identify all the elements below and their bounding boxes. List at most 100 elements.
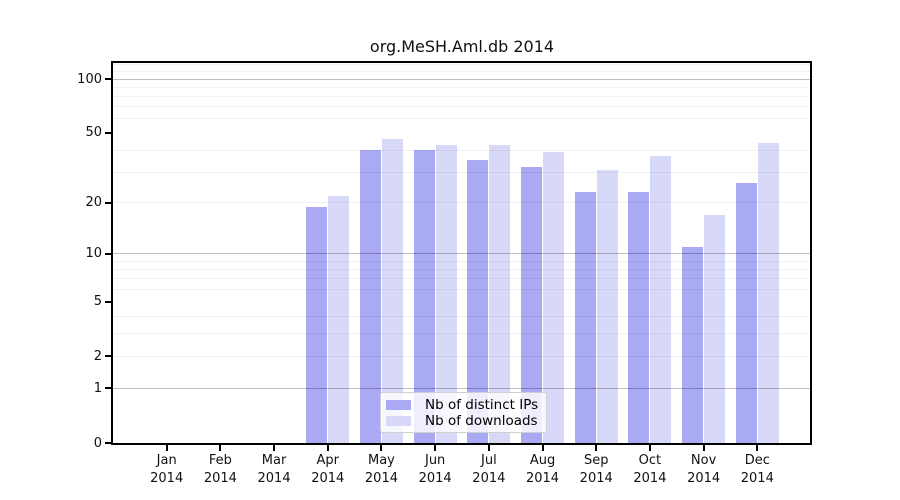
- legend-swatch-downloads: [386, 416, 411, 426]
- gridline-60: [113, 118, 811, 120]
- y-tick-label-50: 50: [85, 125, 102, 141]
- y-tick-label-2: 2: [93, 348, 102, 364]
- bar-downloads-jul: [489, 144, 511, 443]
- x-tick-apr: [326, 445, 329, 451]
- x-tick-year: 2014: [418, 471, 452, 486]
- y-tick-label-100: 100: [77, 71, 102, 87]
- gridline-4: [113, 315, 811, 317]
- bar-downloads-dec: [757, 142, 779, 443]
- x-tick-month: Jul: [481, 453, 497, 468]
- legend-item-distinct-ips: Nb of distinct IPs: [386, 397, 538, 413]
- x-tick-month: Dec: [744, 453, 770, 468]
- x-tick-label-jan: Jan 2014: [137, 452, 197, 488]
- y-tick-50: [105, 131, 113, 134]
- x-tick-year: 2014: [364, 471, 398, 486]
- gridline-120: [113, 64, 811, 66]
- y-tick-1: [105, 387, 113, 390]
- x-tick-year: 2014: [525, 471, 560, 486]
- x-tick-sep: [595, 445, 598, 451]
- y-tick-20: [105, 201, 113, 204]
- x-tick-label-nov: Nov 2014: [674, 452, 734, 488]
- bar-distinct-ips-apr: [306, 206, 328, 443]
- right-spine: [810, 61, 812, 445]
- x-tick-jul: [487, 445, 490, 451]
- x-tick-label-jul: Jul 2014: [459, 452, 519, 488]
- bar-downloads-sep: [596, 169, 618, 443]
- x-tick-year: 2014: [740, 471, 774, 486]
- x-tick-label-may: May 2014: [351, 452, 411, 488]
- gridline-80: [113, 95, 811, 97]
- gridline-6: [113, 289, 811, 291]
- legend-label-downloads: Nb of downloads: [425, 413, 538, 429]
- bar-distinct-ips-jun: [413, 150, 435, 443]
- x-tick-label-sep: Sep 2014: [566, 452, 626, 488]
- x-tick-year: 2014: [203, 471, 237, 486]
- x-tick-feb: [219, 445, 222, 451]
- gridline-100: [113, 78, 811, 80]
- gridline-90: [113, 86, 811, 88]
- x-tick-month: Aug: [529, 453, 556, 468]
- x-tick-may: [380, 445, 383, 451]
- bar-downloads-oct: [650, 156, 672, 443]
- gridline-70: [113, 106, 811, 108]
- y-tick-5: [105, 300, 113, 303]
- x-tick-label-dec: Dec 2014: [727, 452, 787, 488]
- x-tick-dec: [756, 445, 759, 451]
- y-tick-10: [105, 252, 113, 255]
- x-tick-nov: [702, 445, 705, 451]
- x-tick-month: Feb: [208, 453, 232, 468]
- gridline-7: [113, 278, 811, 280]
- bar-downloads-jun: [435, 144, 457, 443]
- legend: Nb of distinct IPs Nb of downloads: [380, 392, 547, 433]
- x-tick-month: Jan: [156, 453, 177, 468]
- x-tick-jan: [165, 445, 168, 451]
- y-tick-label-0: 0: [93, 435, 102, 451]
- bar-distinct-ips-sep: [574, 192, 596, 443]
- bar-distinct-ips-dec: [735, 183, 757, 443]
- bar-distinct-ips-oct: [628, 192, 650, 443]
- y-tick-0: [105, 442, 113, 444]
- y-tick-label-5: 5: [93, 294, 102, 310]
- bar-downloads-apr: [328, 195, 350, 443]
- x-tick-label-jun: Jun 2014: [405, 452, 465, 488]
- top-spine: [111, 61, 812, 63]
- gridline-1: [113, 387, 811, 389]
- legend-label-distinct-ips: Nb of distinct IPs: [425, 397, 539, 413]
- bar-downloads-nov: [704, 215, 726, 443]
- x-tick-year: 2014: [633, 471, 667, 486]
- x-tick-month: Apr: [316, 453, 340, 468]
- gridline-110: [113, 71, 811, 73]
- y-tick-label-1: 1: [93, 380, 102, 396]
- x-tick-oct: [648, 445, 651, 451]
- x-tick-label-mar: Mar 2014: [244, 452, 304, 488]
- x-tick-label-apr: Apr 2014: [298, 452, 358, 488]
- y-tick-2: [105, 355, 113, 358]
- bar-distinct-ips-nov: [682, 247, 704, 443]
- x-tick-year: 2014: [311, 471, 345, 486]
- x-tick-month: Nov: [690, 453, 717, 468]
- x-tick-jun: [434, 445, 437, 451]
- bar-distinct-ips-jul: [467, 160, 489, 443]
- x-tick-month: Jun: [424, 453, 446, 468]
- legend-swatch-distinct-ips: [386, 400, 411, 410]
- y-tick-label-10: 10: [85, 246, 102, 262]
- bar-downloads-may: [381, 139, 403, 443]
- x-tick-label-oct: Oct 2014: [620, 452, 680, 488]
- x-tick-label-aug: Aug 2014: [513, 452, 573, 488]
- x-tick-mar: [273, 445, 276, 451]
- x-tick-month: Sep: [583, 453, 609, 468]
- x-tick-year: 2014: [687, 471, 721, 486]
- y-tick-100: [105, 78, 113, 80]
- chart-title: org.MeSH.Aml.db 2014: [369, 37, 555, 56]
- x-tick-year: 2014: [150, 471, 184, 486]
- gridline-2: [113, 355, 811, 357]
- gridline-30: [113, 171, 811, 173]
- gridline-10: [113, 253, 811, 255]
- gridline-9: [113, 260, 811, 262]
- bar-distinct-ips-may: [359, 150, 381, 443]
- x-tick-year: 2014: [472, 471, 506, 486]
- x-tick-aug: [541, 445, 544, 451]
- x-tick-year: 2014: [257, 471, 291, 486]
- gridline-20: [113, 202, 811, 204]
